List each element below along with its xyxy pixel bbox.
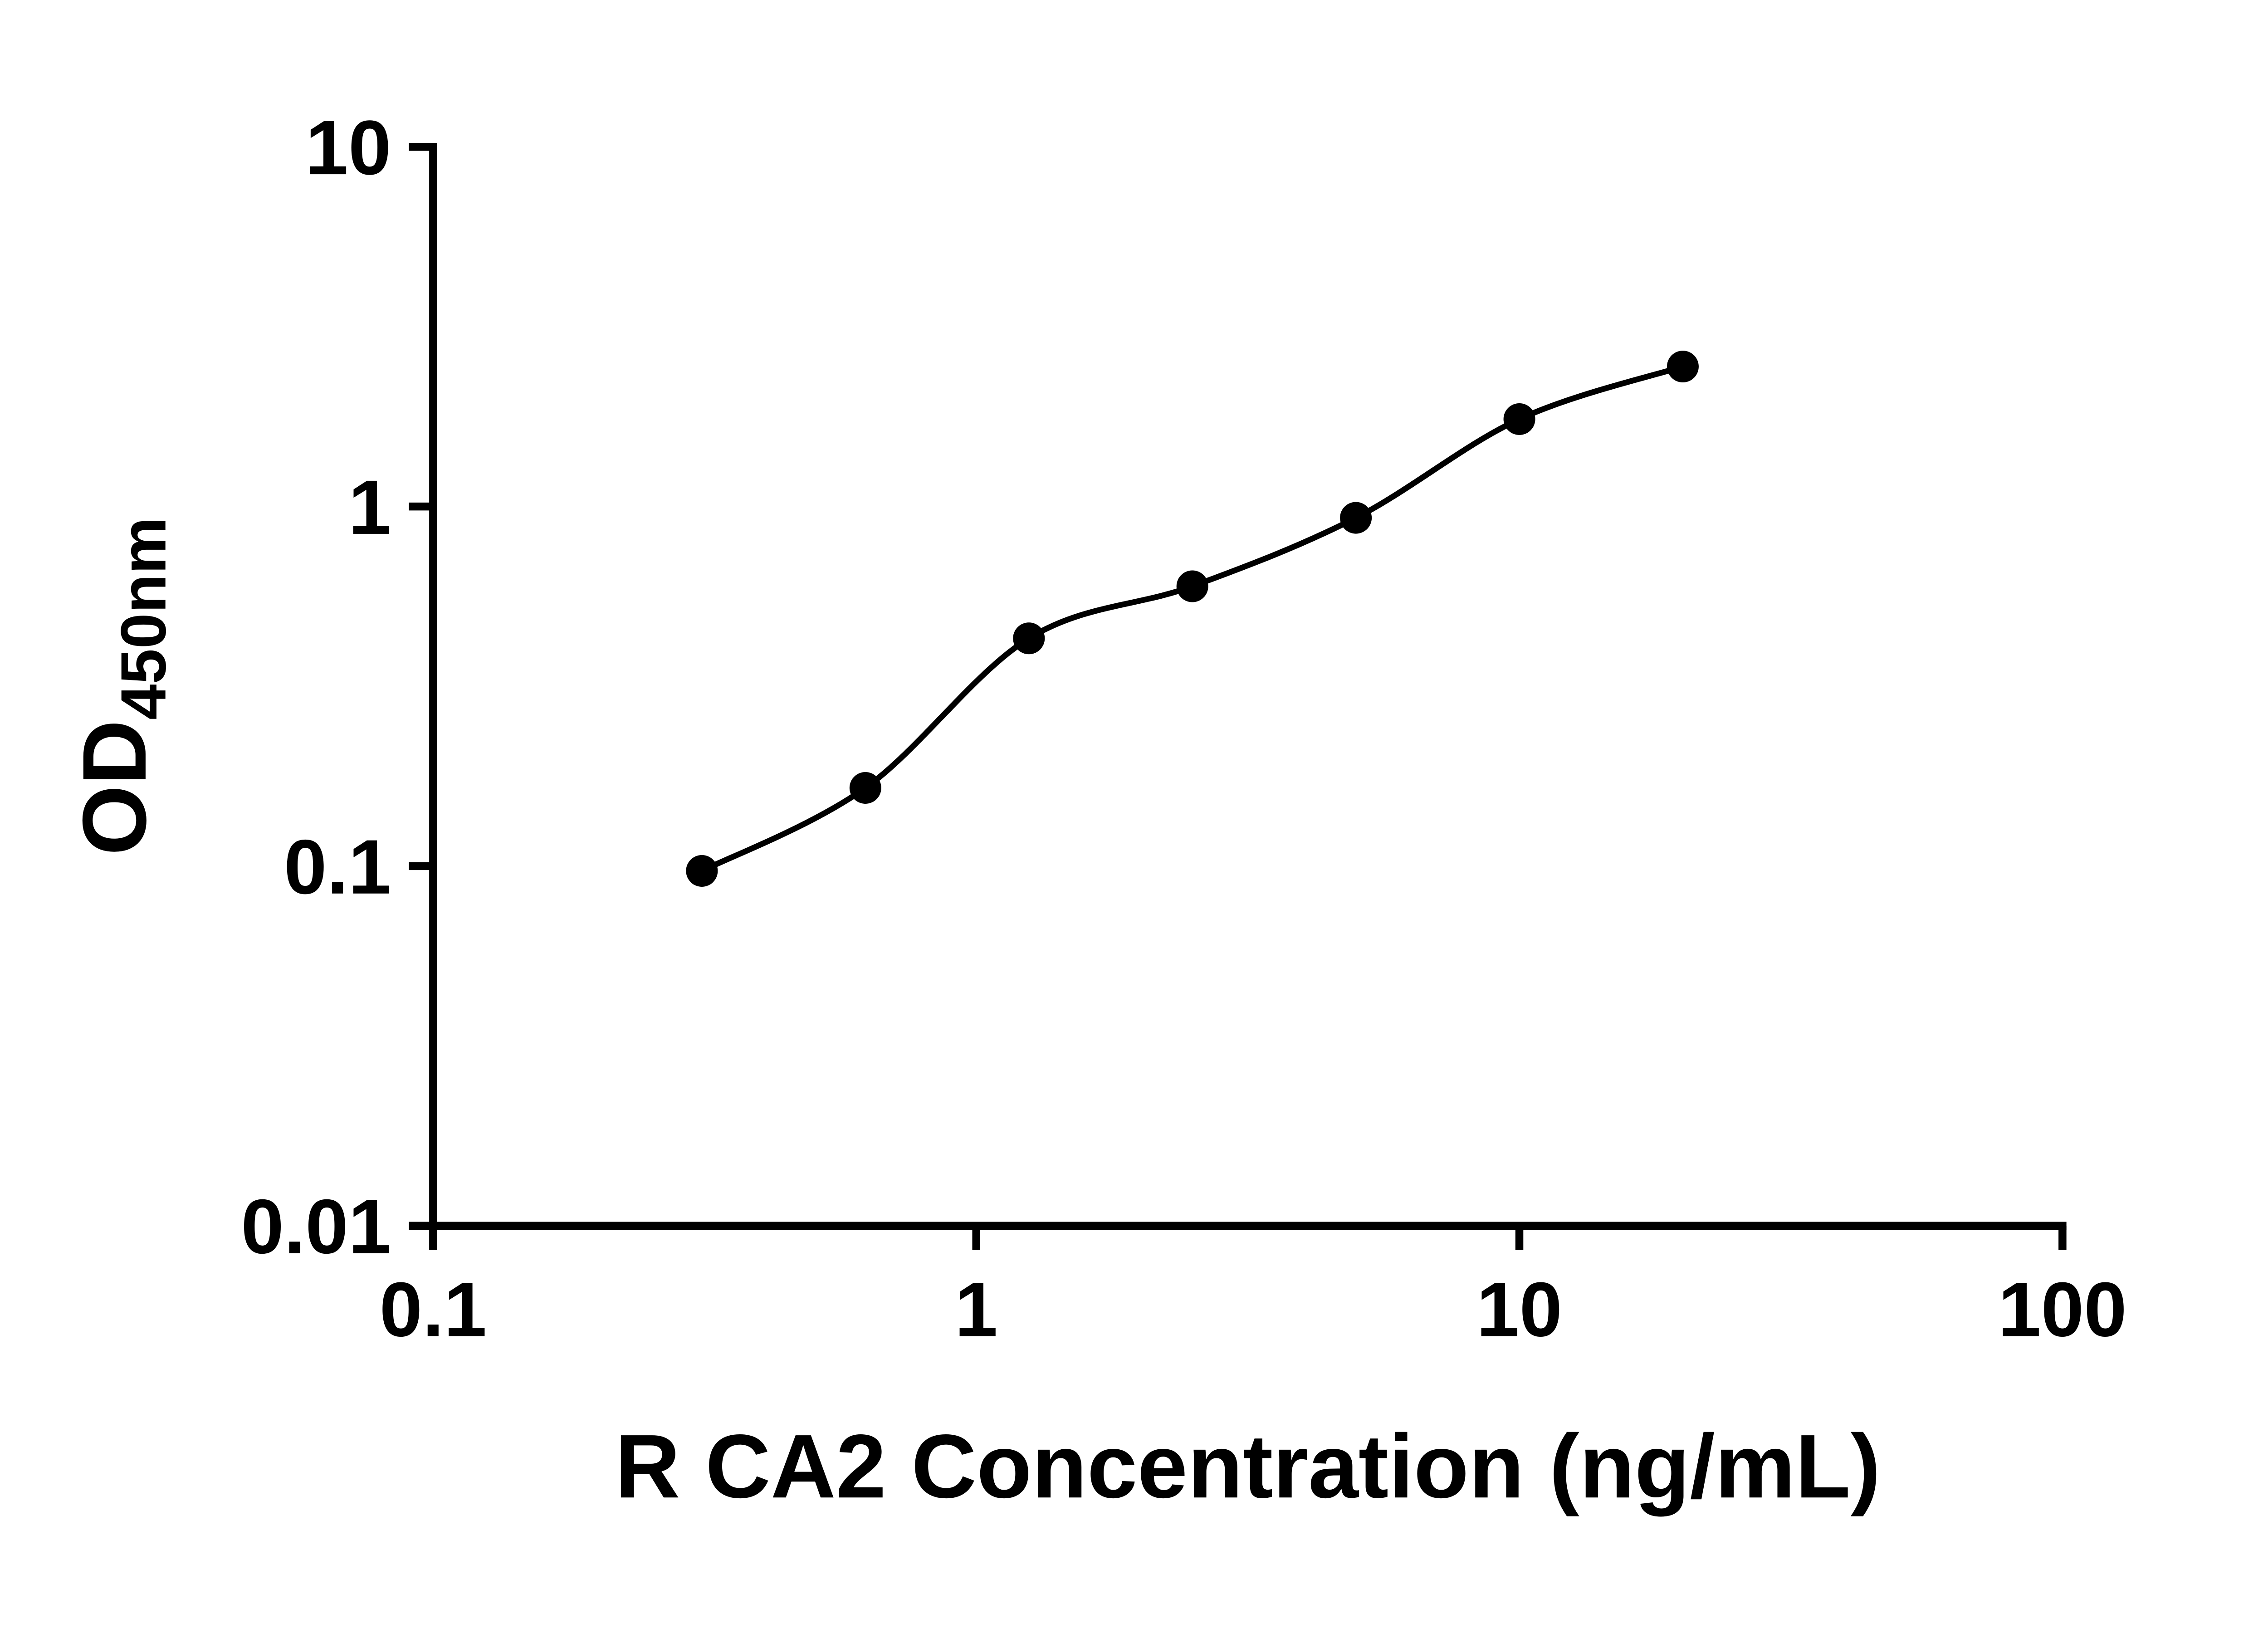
x-axis-tick-label: 0.1 (380, 1266, 487, 1353)
data-point-marker (686, 855, 718, 887)
y-axis-title-subscript: 450nm (108, 517, 179, 720)
data-point-marker (1503, 403, 1535, 435)
axes-frame (429, 143, 2067, 1230)
fit-curve (699, 363, 1686, 874)
y-axis-tick-label: 0.1 (284, 824, 391, 910)
y-axis-tick-label: 10 (305, 105, 391, 191)
data-point-marker (1013, 622, 1045, 655)
y-axis-title-main: OD (64, 720, 165, 856)
elisa-standard-curve-chart: 0.1 1 10 100 0.01 0.1 1 10 R CA2 Concentration … (64, 105, 2127, 1517)
data-point-marker (1667, 351, 1699, 383)
x-axis-title: R CA2 Concentration (ng/mL) (615, 1416, 1881, 1517)
y-axis-tick-label: 0.01 (241, 1184, 391, 1270)
data-point-marker (849, 772, 881, 804)
x-axis-tick-label: 100 (1998, 1266, 2127, 1353)
data-point-marker (1176, 570, 1208, 602)
x-axis-tick-label: 1 (955, 1266, 998, 1353)
data-point-marker (1340, 502, 1372, 534)
y-axis-tick-label: 1 (348, 464, 391, 551)
x-axis-tick-label: 10 (1476, 1266, 1562, 1353)
y-axis-title: OD450nm (64, 517, 179, 856)
